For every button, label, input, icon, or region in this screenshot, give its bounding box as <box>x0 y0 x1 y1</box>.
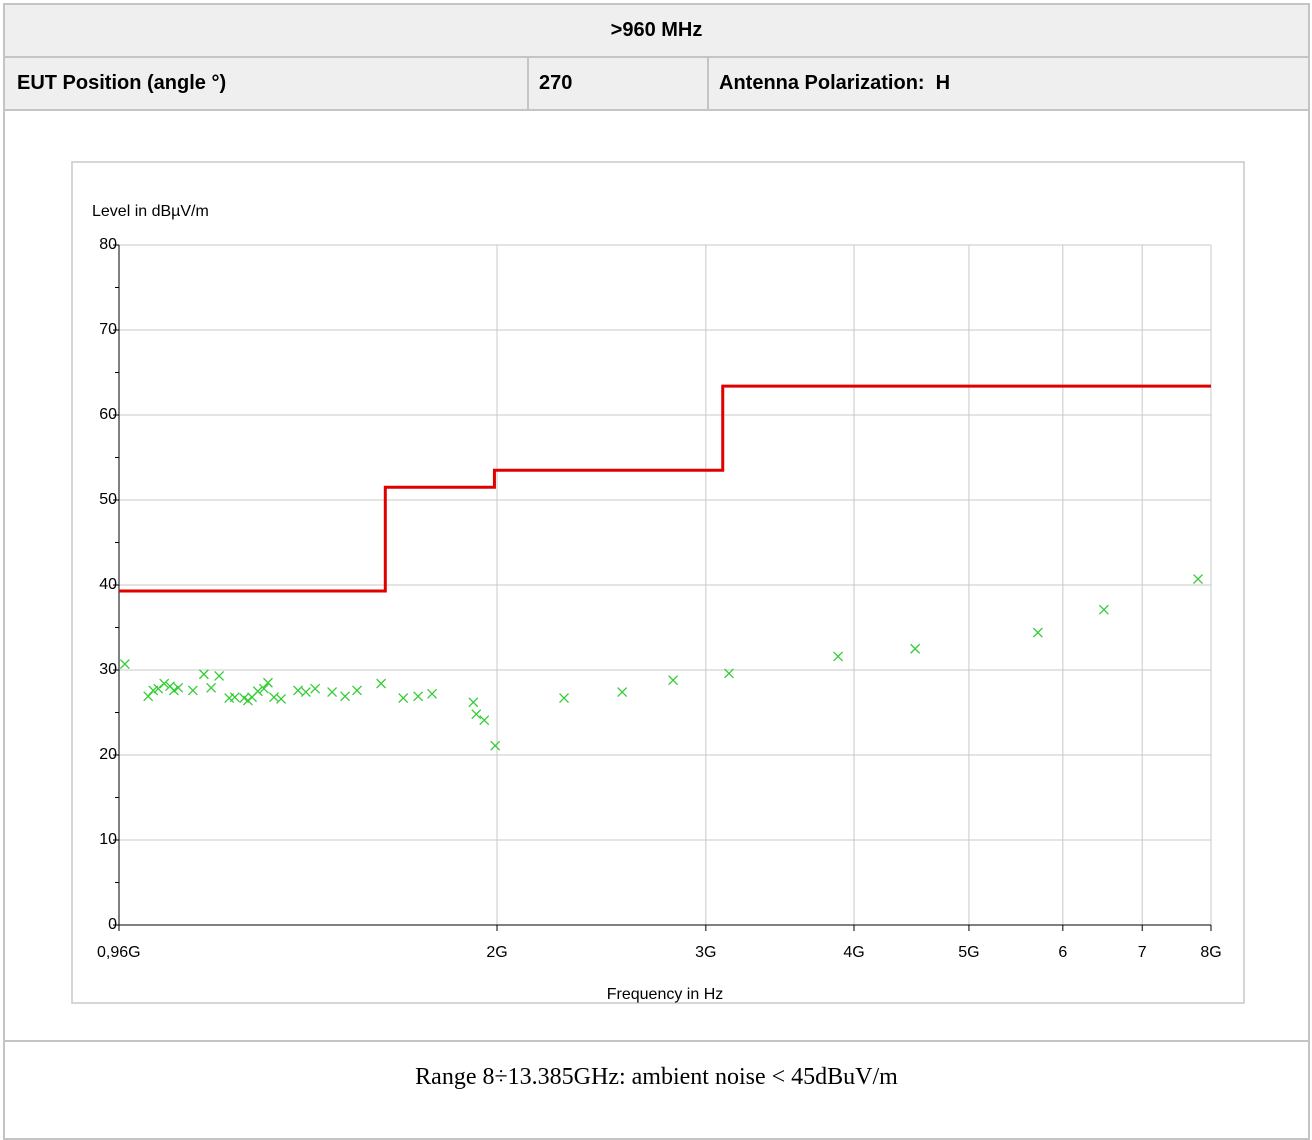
x-tick-label: 5G <box>958 944 979 961</box>
marker <box>252 686 263 697</box>
y-tick-label: 70 <box>99 321 117 338</box>
x-axis-label: Frequency in Hz <box>607 986 724 1003</box>
marker <box>263 677 273 688</box>
angle-value: 270 <box>539 72 573 94</box>
chart-frame <box>71 161 1245 1004</box>
marker <box>490 740 501 751</box>
marker <box>300 687 311 698</box>
x-tick-label: 8G <box>1200 944 1221 961</box>
y-tick-label: 10 <box>99 831 117 848</box>
marker <box>398 693 409 704</box>
marker <box>327 687 338 698</box>
marker <box>724 668 734 679</box>
x-tick-label: 0,96G <box>97 944 141 961</box>
marker <box>910 643 921 654</box>
marker <box>159 678 170 689</box>
marker <box>1032 627 1043 638</box>
marker <box>617 687 628 698</box>
marker <box>352 685 362 696</box>
marker <box>258 683 269 694</box>
limit-line <box>119 384 1211 593</box>
marker <box>471 709 482 720</box>
position-label: EUT Position (angle °) <box>17 72 227 94</box>
marker <box>198 669 209 680</box>
marker <box>479 715 490 726</box>
y-tick-label: 50 <box>99 491 117 508</box>
y-tick-label: 20 <box>99 746 117 763</box>
angle-cell: 270 <box>527 56 709 111</box>
x-tick-label: 6 <box>1058 944 1067 961</box>
x-tick-label: 2G <box>486 944 507 961</box>
marker <box>668 675 679 686</box>
marker <box>293 685 303 696</box>
y-tick-label: 60 <box>99 406 117 423</box>
header-title: >960 MHz <box>610 19 703 41</box>
y-tick-label: 80 <box>99 236 117 253</box>
marker <box>559 693 570 704</box>
marker <box>310 683 321 694</box>
note: Range 8÷13.385GHz: ambient noise < 45dBu… <box>415 1064 898 1090</box>
polarization: Antenna Polarization: H <box>719 72 951 94</box>
marker <box>206 682 217 693</box>
marker <box>1193 574 1203 585</box>
marker <box>187 685 198 696</box>
plot: Level in dBµV/m Frequency in Hz 0 10 20 30 4… <box>92 203 1222 1003</box>
marker <box>833 651 844 662</box>
marker <box>413 691 424 702</box>
marker <box>468 697 479 708</box>
marker <box>276 693 287 704</box>
x-tick-label: 4G <box>843 944 864 961</box>
y-tick-label: 40 <box>99 576 117 593</box>
marker <box>229 692 240 703</box>
marker <box>427 688 438 699</box>
marker <box>376 678 387 689</box>
y-tick-label: 30 <box>99 661 117 678</box>
y-tick-label: 0 <box>108 916 117 933</box>
marker <box>340 691 351 702</box>
marker <box>1098 604 1109 615</box>
marker <box>173 682 184 693</box>
y-axis-label: Level in dBµV/m <box>92 203 209 220</box>
marker <box>214 670 225 681</box>
x-tick-label: 3G <box>695 944 716 961</box>
x-tick-label: 7 <box>1138 944 1147 961</box>
header-cell: >960 MHz <box>3 3 1310 58</box>
marker <box>119 659 130 670</box>
